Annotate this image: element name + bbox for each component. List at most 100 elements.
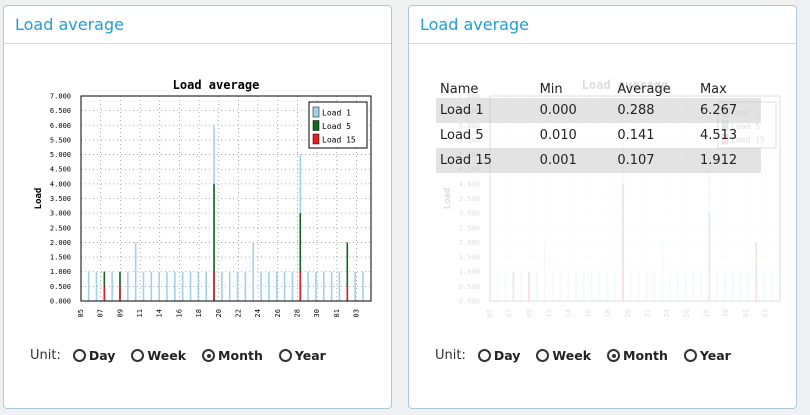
cell-min: 0.000 (535, 98, 614, 123)
bar-load-1 (630, 271, 632, 301)
x-tick-label: 26 (683, 309, 691, 317)
bar-load-1 (724, 271, 726, 301)
cell-average: 0.288 (613, 98, 696, 123)
bar-load-1 (315, 271, 317, 301)
load-average-chart-panel: Load average Load average 0.000 0.500 1.000… (3, 5, 392, 409)
bar-load-1 (307, 271, 309, 301)
cell-max: 6.267 (695, 98, 761, 123)
cell-min: 0.001 (535, 148, 614, 173)
legend-label: Load 15 (731, 136, 765, 145)
unit-option-month[interactable]: Month (607, 348, 668, 363)
bar-load-1 (614, 271, 617, 301)
bar-load-15 (299, 271, 302, 301)
y-tick-label: 1.500 (459, 254, 480, 262)
bar-load-15 (103, 286, 106, 301)
bar-load-1 (559, 271, 562, 301)
x-tick-label: 11 (545, 309, 553, 317)
bar-load-15 (119, 286, 121, 301)
x-tick-label: 28 (702, 309, 710, 317)
radio-icon[interactable] (278, 349, 292, 362)
y-tick-label: 5.000 (50, 151, 71, 159)
bar-load-1 (536, 271, 538, 301)
bar-load-1 (111, 271, 113, 301)
bar-load-1 (716, 271, 718, 301)
panel-header: Load average (4, 6, 391, 44)
x-tick-label: 11 (136, 309, 144, 317)
bar-load-1 (700, 271, 703, 301)
bar-load-15 (528, 286, 530, 301)
unit-option-week[interactable]: Week (131, 348, 186, 363)
y-tick-label: 4.500 (50, 166, 71, 174)
bar-load-1 (771, 271, 773, 301)
y-axis-label: Load (34, 188, 44, 210)
bar-load-1 (653, 271, 656, 301)
x-tick-label: 14 (156, 309, 164, 317)
bar-load-15 (755, 286, 758, 301)
radio-icon[interactable] (683, 349, 697, 362)
bar-load-1 (127, 271, 129, 301)
bar-load-1 (354, 271, 356, 301)
unit-option-month[interactable]: Month (202, 348, 263, 363)
unit-option-year[interactable]: Year (278, 348, 326, 363)
bar-load-15 (512, 286, 515, 301)
bar-load-1 (504, 271, 507, 301)
bar-load-1 (189, 271, 192, 301)
bar-load-1 (236, 271, 239, 301)
bar-load-1 (260, 271, 262, 301)
cell-average: 0.141 (617, 128, 655, 143)
unit-option-day[interactable]: Day (477, 348, 520, 363)
legend-label: Load 15 (322, 136, 356, 145)
y-tick-label: 4.000 (50, 180, 71, 188)
bar-load-1 (95, 271, 98, 301)
y-axis-label: Load (443, 188, 453, 210)
legend-swatch (312, 120, 320, 131)
bar-load-1 (338, 271, 341, 301)
unit-option-week[interactable]: Week (536, 348, 591, 363)
y-tick-label: 3.500 (50, 195, 71, 203)
bar-load-1 (512, 271, 515, 301)
bar-load-1 (598, 271, 601, 301)
y-tick-label: 0.000 (50, 298, 71, 306)
x-tick-label: 03 (353, 309, 361, 317)
radio-checked-icon[interactable] (607, 349, 621, 362)
bar-load-5 (755, 242, 758, 301)
bar-load-1 (645, 271, 648, 301)
x-tick-label: 05 (77, 309, 85, 317)
bar-load-1 (692, 271, 695, 301)
radio-icon[interactable] (477, 349, 491, 362)
bar-load-1 (158, 271, 160, 301)
radio-checked-icon[interactable] (202, 349, 216, 362)
load-average-chart: Load average 0.000 0.500 1.000 1.500 2.000 2.5… (20, 76, 375, 326)
y-tick-label: 2.000 (459, 239, 480, 247)
unit-option-day[interactable]: Day (72, 348, 115, 363)
cell-max: 1.912 (695, 148, 761, 173)
x-tick-label: 03 (762, 309, 770, 317)
radio-icon[interactable] (131, 349, 145, 362)
bar-load-15 (213, 271, 215, 301)
y-tick-label: 7.000 (459, 93, 480, 101)
bar-load-1 (283, 271, 286, 301)
legend-label: Load 1 (322, 109, 351, 118)
bar-load-1 (496, 271, 499, 301)
y-tick-label: 1.500 (50, 254, 71, 262)
unit-selector: Unit: Day Week Month Year (435, 348, 747, 363)
bar-load-15 (346, 286, 349, 301)
radio-icon[interactable] (536, 349, 550, 362)
bar-load-1 (708, 154, 711, 301)
cell-name: Load 15 (436, 148, 536, 173)
bar-load-5 (512, 271, 515, 301)
y-tick-label: 2.500 (459, 224, 480, 232)
bar-load-1 (739, 271, 742, 301)
legend-swatch (312, 106, 320, 118)
column-header-average: Average (617, 81, 671, 97)
x-tick-label: 18 (604, 309, 612, 317)
bar-load-1 (583, 271, 585, 301)
load-average-table-panel: Load average Load average 0.000 0.500 1.000… (408, 5, 797, 409)
cell-name: Load 1 (436, 98, 536, 123)
bar-load-1 (322, 271, 325, 301)
radio-icon[interactable] (72, 349, 86, 362)
unit-option-year[interactable]: Year (683, 348, 731, 363)
table-row: Load 1 0.000 0.288 6.267 (436, 98, 761, 123)
bar-load-15 (622, 271, 624, 301)
bar-load-1 (637, 271, 640, 301)
